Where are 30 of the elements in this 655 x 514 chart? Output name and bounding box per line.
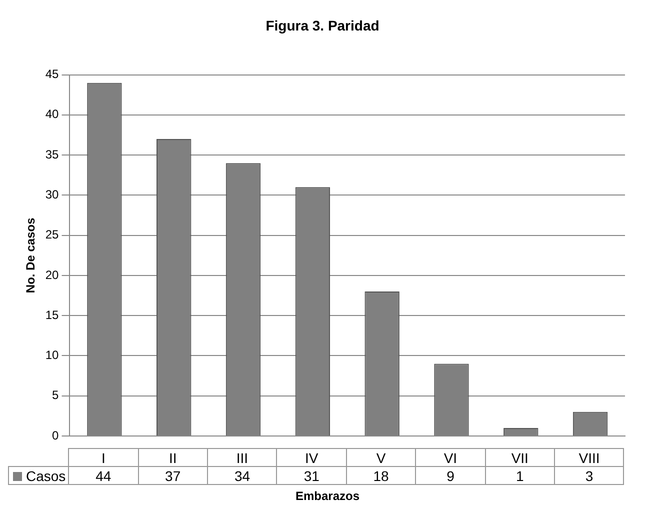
x-tick-label: VI xyxy=(416,448,486,466)
x-axis-title: Embarazos xyxy=(294,489,361,503)
data-label: 44 xyxy=(68,466,138,484)
x-tick-label: IV xyxy=(276,448,346,466)
y-tick-label: 10 xyxy=(45,348,60,362)
y-tick-label: 30 xyxy=(45,188,60,202)
y-tick-label: 5 xyxy=(52,388,60,402)
y-tick-label: 45 xyxy=(45,67,60,82)
data-label: 3 xyxy=(554,466,624,484)
y-tick-label: 40 xyxy=(45,107,60,122)
y-tick-label: 25 xyxy=(45,228,60,242)
x-tick-label: VII xyxy=(485,448,555,466)
y-tick-label: 0 xyxy=(52,428,60,442)
data-label: 31 xyxy=(276,466,346,484)
y-tick-label: 20 xyxy=(45,268,60,282)
x-tick-label: V xyxy=(346,448,416,466)
y-tick-label: 35 xyxy=(45,147,60,162)
data-label: 18 xyxy=(346,466,416,484)
data-label: 9 xyxy=(416,466,486,484)
chart-title: Figura 3. Paridad xyxy=(266,17,380,34)
y-axis-title: No. De casos xyxy=(24,217,38,294)
x-tick-label: II xyxy=(138,448,208,466)
y-tick-label: 15 xyxy=(45,308,60,322)
legend-label: Casos xyxy=(8,466,69,484)
x-tick-label: III xyxy=(208,448,277,466)
x-tick-label: VIII xyxy=(554,448,624,466)
data-label: 1 xyxy=(485,466,555,484)
data-label: 34 xyxy=(208,466,277,484)
data-label: 37 xyxy=(138,466,208,484)
x-tick-label: I xyxy=(68,448,138,466)
